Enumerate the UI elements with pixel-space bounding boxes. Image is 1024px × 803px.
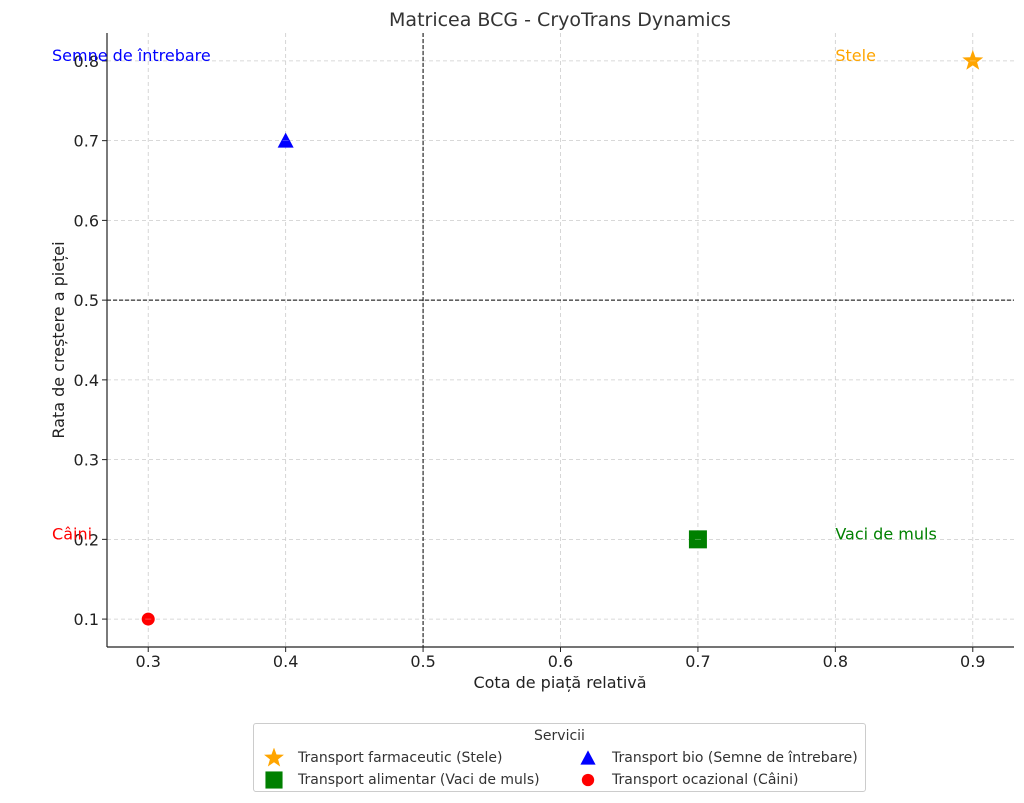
- x-tick-label: 0.4: [273, 652, 298, 671]
- legend-item: Transport farmaceutic (Stele): [262, 748, 503, 768]
- y-tick-label: 0.5: [74, 291, 99, 310]
- x-tick-label: 0.3: [136, 652, 161, 671]
- quadrant-dividers: [107, 33, 1014, 647]
- legend-marker-triangle: [576, 748, 600, 768]
- data-points: [141, 49, 984, 626]
- quadrant-annotations: Semne de întrebare Stele Câini Vaci de muls: [52, 46, 937, 543]
- legend-title: Servicii: [534, 728, 585, 744]
- x-tick-label: 0.7: [685, 652, 710, 671]
- legend-marker-square: [262, 770, 286, 790]
- legend-marker-star: [262, 748, 286, 768]
- legend-item: Transport bio (Semne de întrebare): [576, 748, 858, 768]
- x-tick-label: 0.9: [960, 652, 985, 671]
- y-tick-label: 0.4: [74, 371, 99, 390]
- x-tick-label: 0.8: [823, 652, 848, 671]
- y-tick-label: 0.2: [74, 530, 99, 549]
- legend-label: Transport bio (Semne de întrebare): [612, 750, 858, 766]
- x-tick-label: 0.5: [410, 652, 435, 671]
- tick-labels: 0.3 0.4 0.5 0.6 0.7 0.8 0.9 0.1 0.2 0.3 0.4 0.5 0.6 0…: [74, 52, 986, 671]
- quadrant-label: Stele: [835, 46, 876, 65]
- chart-title: Matricea BCG - CryoTrans Dynamics: [389, 9, 731, 31]
- legend-item: Transport alimentar (Vaci de muls): [262, 770, 540, 790]
- legend-symbol: [581, 773, 595, 787]
- y-tick-label: 0.1: [74, 610, 99, 629]
- data-point-star: [962, 49, 984, 70]
- legend-symbol: [580, 750, 596, 765]
- quadrant-label: Semne de întrebare: [52, 46, 211, 65]
- legend-marker-circle: [576, 770, 600, 790]
- legend: Servicii Transport farmaceutic (Stele) Tr…: [253, 723, 866, 792]
- legend-label: Transport alimentar (Vaci de muls): [298, 772, 540, 788]
- y-tick-label: 0.3: [74, 451, 99, 470]
- legend-symbol: [264, 748, 284, 767]
- y-tick-label: 0.8: [74, 52, 99, 71]
- grid-lines: [107, 33, 1014, 647]
- y-tick-label: 0.7: [74, 132, 99, 151]
- data-point-square: [688, 530, 707, 549]
- x-axis-label: Cota de piață relativă: [473, 673, 646, 692]
- axes: [102, 33, 1014, 652]
- legend-label: Transport farmaceutic (Stele): [298, 750, 503, 766]
- data-point-circle: [141, 612, 155, 626]
- quadrant-label: Câini: [52, 524, 92, 543]
- legend-label: Transport ocazional (Câini): [612, 772, 799, 788]
- y-tick-label: 0.6: [74, 211, 99, 230]
- y-axis-label: Rata de creștere a pieței: [49, 241, 68, 438]
- quadrant-label: Vaci de muls: [835, 524, 936, 543]
- legend-symbol: [265, 771, 283, 789]
- legend-item: Transport ocazional (Câini): [576, 770, 799, 790]
- data-point-triangle: [277, 132, 294, 148]
- x-tick-label: 0.6: [548, 652, 573, 671]
